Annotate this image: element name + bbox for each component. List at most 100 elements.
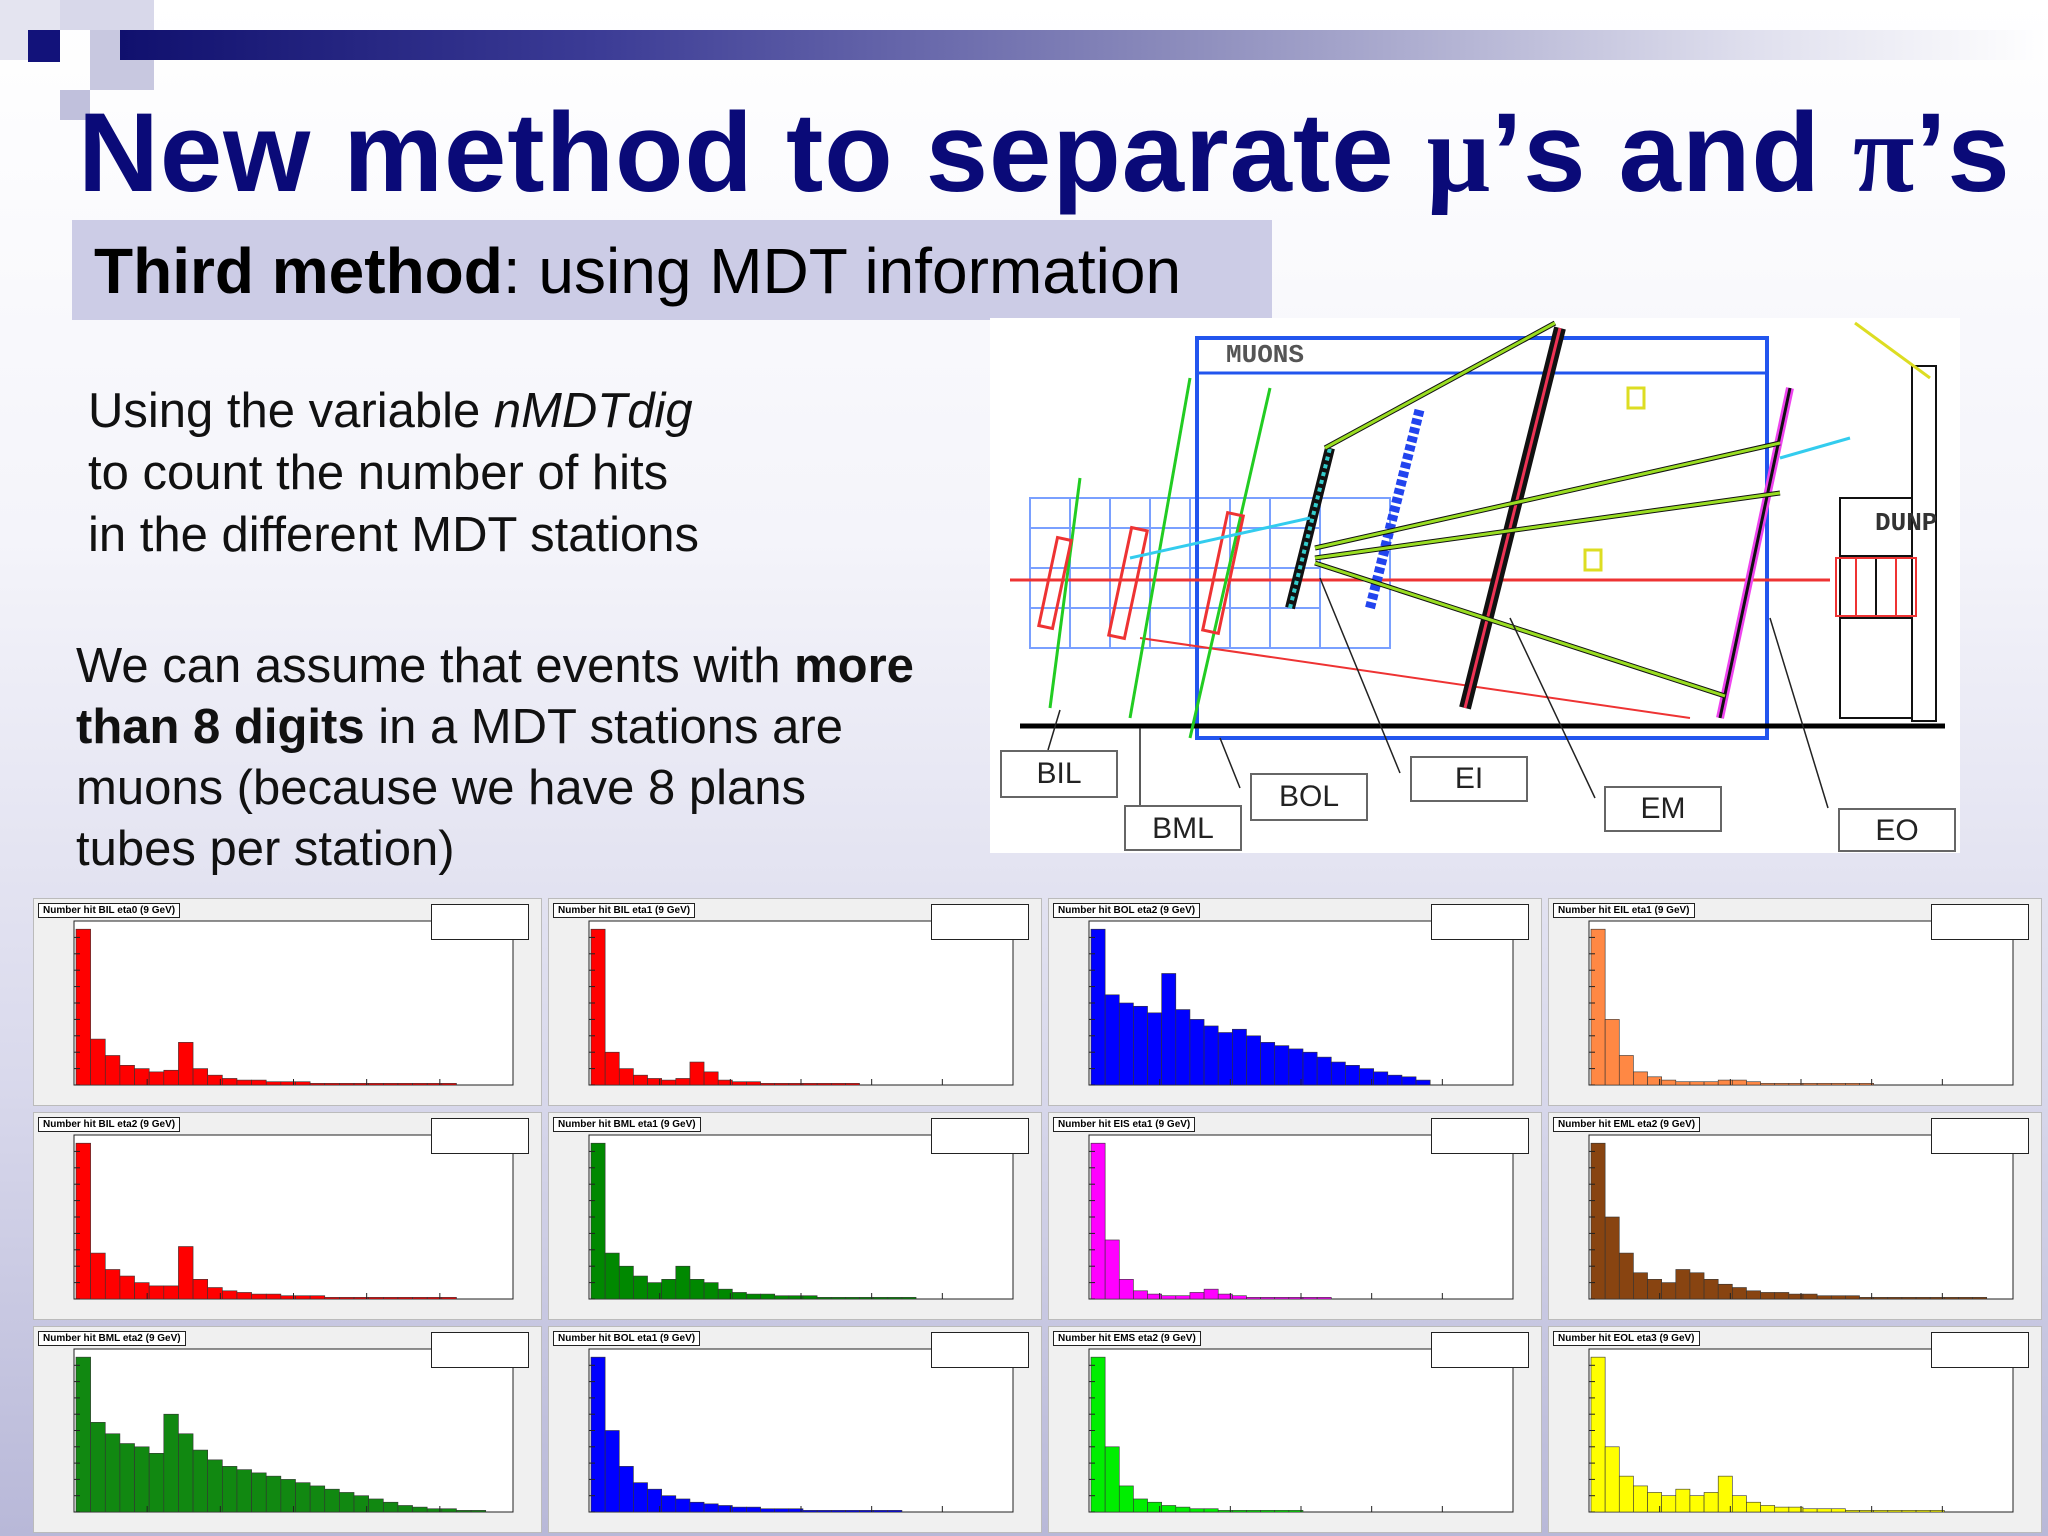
histogram-bar — [324, 1488, 340, 1513]
stats-box — [931, 1118, 1029, 1154]
histogram-bar — [1760, 1505, 1776, 1513]
histogram-bar — [104, 1433, 121, 1513]
histogram-bar — [1090, 1356, 1106, 1513]
label-ei: EI — [1410, 756, 1528, 802]
histogram-bar — [760, 1083, 776, 1086]
histogram-bar — [1373, 1071, 1389, 1086]
histogram-bar — [1760, 1292, 1776, 1300]
histogram-title: Number hit EIL eta1 (9 GeV) — [1553, 903, 1695, 918]
histogram-bar — [1633, 1485, 1648, 1513]
subtitle-box: Third method: using MDT information — [72, 220, 1272, 320]
slide-title: New method to separate μ’s and π’s — [78, 90, 2011, 216]
histogram-bar — [1232, 1028, 1247, 1086]
stats-box — [1931, 1118, 2029, 1154]
histogram-plot — [588, 920, 1014, 1086]
histogram-bar — [324, 1083, 340, 1086]
histogram-bar — [1203, 1025, 1219, 1086]
histogram-bar — [845, 1510, 860, 1513]
label-bil: BIL — [1000, 750, 1118, 798]
histogram-bar — [397, 1083, 413, 1086]
histogram-bar — [382, 1501, 399, 1513]
histogram-bar — [75, 1142, 91, 1300]
muons-label: MUONS — [1226, 340, 1305, 370]
histogram-bar — [1274, 1045, 1290, 1086]
histogram-bar — [339, 1297, 355, 1300]
histogram-bar — [1675, 1081, 1691, 1086]
histogram-bar — [1189, 1508, 1205, 1513]
histogram-bar — [1232, 1295, 1247, 1300]
histogram-bar — [1703, 1279, 1719, 1300]
histogram-bar — [222, 1078, 238, 1086]
histogram-bar — [1887, 1510, 1903, 1513]
histogram-bar — [470, 1510, 487, 1513]
histogram-plot — [1088, 1134, 1514, 1300]
histogram-bar — [119, 1275, 135, 1300]
histogram-bar — [675, 1078, 691, 1086]
histogram-bar — [845, 1083, 860, 1086]
histogram-bar — [1873, 1297, 1889, 1300]
histogram-bar — [774, 1083, 790, 1086]
stats-box — [931, 904, 1029, 940]
label-eo: EO — [1838, 808, 1956, 852]
histogram-bar — [339, 1083, 355, 1086]
histogram-bar — [604, 1051, 620, 1086]
histogram-bar — [1302, 1051, 1318, 1086]
histogram-bar — [295, 1482, 311, 1513]
histogram-bar — [1689, 1495, 1705, 1513]
histogram-bar — [830, 1297, 846, 1300]
histogram-grid: Number hit BIL eta0 (9 GeV) Number hit BI… — [30, 895, 2048, 1536]
histogram-bar — [1316, 1056, 1332, 1086]
histogram-bar — [1118, 1002, 1134, 1086]
histogram-bar — [1802, 1293, 1818, 1300]
histogram-bar — [746, 1506, 761, 1513]
histogram-panel: Number hit BOL eta2 (9 GeV) — [1048, 898, 1542, 1106]
histogram-plot — [1588, 1348, 2014, 1513]
histogram-bar — [590, 928, 606, 1086]
detector-drawing — [1010, 320, 1945, 809]
histogram-bar — [251, 1293, 267, 1300]
histogram-title: Number hit BML eta2 (9 GeV) — [38, 1331, 186, 1346]
histogram-bar — [1260, 1297, 1276, 1300]
stats-box — [431, 904, 529, 940]
histogram-panel: Number hit EIL eta1 (9 GeV) — [1548, 898, 2042, 1106]
histogram-title: Number hit BIL eta0 (9 GeV) — [38, 903, 181, 918]
histogram-bar — [441, 1083, 457, 1086]
histogram-bar — [1901, 1510, 1917, 1513]
histogram-bar — [90, 1038, 106, 1086]
histogram-bar — [295, 1295, 311, 1300]
label-bol: BOL — [1250, 773, 1368, 821]
histogram-title: Number hit BOL eta1 (9 GeV) — [553, 1331, 701, 1346]
dunp-label: DUNP — [1875, 508, 1938, 538]
histogram-bar — [802, 1295, 818, 1300]
histogram-bar — [1915, 1510, 1931, 1513]
histogram-bar — [1746, 1290, 1761, 1300]
corner-square-5 — [60, 90, 90, 120]
histogram-bar — [119, 1065, 135, 1086]
histogram-bar — [1415, 1079, 1431, 1086]
stats-box — [1931, 904, 2029, 940]
histogram-bar — [1774, 1292, 1790, 1300]
histogram-bar — [1887, 1297, 1903, 1300]
histogram-bar — [1090, 928, 1106, 1086]
histogram-bar — [703, 1503, 719, 1513]
histogram-bar — [1161, 1505, 1177, 1513]
histogram-bar — [148, 1071, 165, 1086]
histogram-bar — [1189, 1019, 1205, 1086]
histogram-bar — [732, 1292, 747, 1300]
histogram-panel: Number hit BML eta1 (9 GeV) — [548, 1112, 1042, 1320]
histogram-bar — [816, 1510, 832, 1513]
histogram-plot — [1088, 920, 1514, 1086]
histogram-panel: Number hit EMS eta2 (9 GeV) — [1048, 1326, 1542, 1533]
histogram-bar — [265, 1081, 282, 1086]
histogram-bar — [1246, 1035, 1261, 1086]
histogram-bar — [830, 1510, 846, 1513]
histogram-bar — [192, 1068, 208, 1086]
histogram-bar — [265, 1293, 282, 1300]
histogram-bar — [236, 1469, 252, 1513]
histogram-title: Number hit BOL eta2 (9 GeV) — [1053, 903, 1201, 918]
histogram-bar — [1859, 1083, 1874, 1086]
histogram-plot — [73, 1134, 514, 1300]
stats-box — [431, 1332, 529, 1368]
histogram-bar — [590, 1142, 606, 1300]
stats-box — [931, 1332, 1029, 1368]
